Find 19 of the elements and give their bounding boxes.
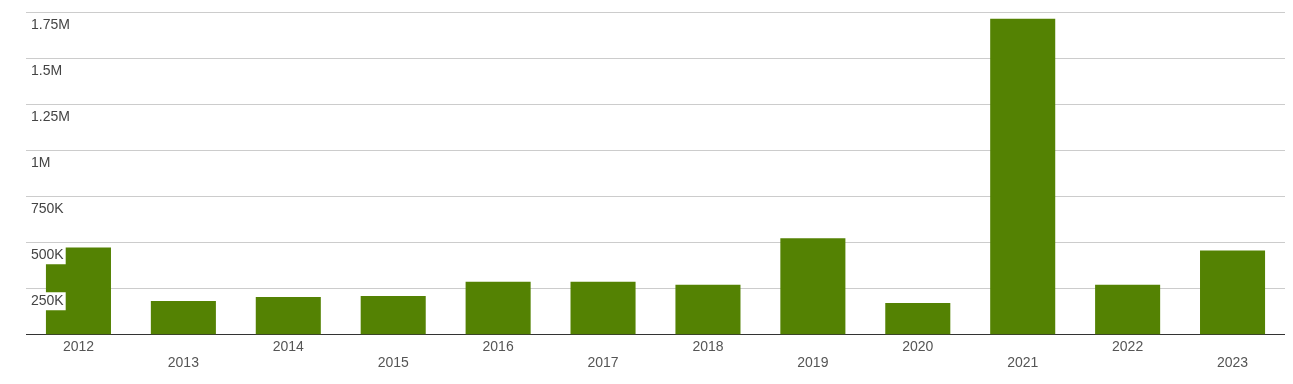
y-tick-label: 250K <box>31 292 65 309</box>
x-tick-label: 2020 <box>902 337 934 354</box>
x-tick-label: 2015 <box>377 354 409 371</box>
x-tick-label: 2018 <box>692 337 724 354</box>
y-tick-label: 1.5M <box>31 61 63 78</box>
x-tick-label: 2013 <box>167 354 200 371</box>
y-tick-label: 1.75M <box>31 15 70 32</box>
y-tick-label: 750K <box>31 200 65 217</box>
x-tick-label: 2012 <box>62 337 95 354</box>
x-tick-label: 2017 <box>587 354 619 371</box>
x-tick-label: 2023 <box>1216 354 1249 371</box>
x-tick-label: 2014 <box>272 337 305 354</box>
x-tick-label: 2022 <box>1112 337 1144 354</box>
y-tick-label: 500K <box>31 246 65 263</box>
x-tick-label: 2016 <box>482 337 514 354</box>
y-tick-label: 1.25M <box>31 107 70 124</box>
x-tick-label: 2019 <box>797 354 829 371</box>
x-tick-label: 2021 <box>1007 354 1039 371</box>
y-tick-label: 1M <box>31 154 51 171</box>
